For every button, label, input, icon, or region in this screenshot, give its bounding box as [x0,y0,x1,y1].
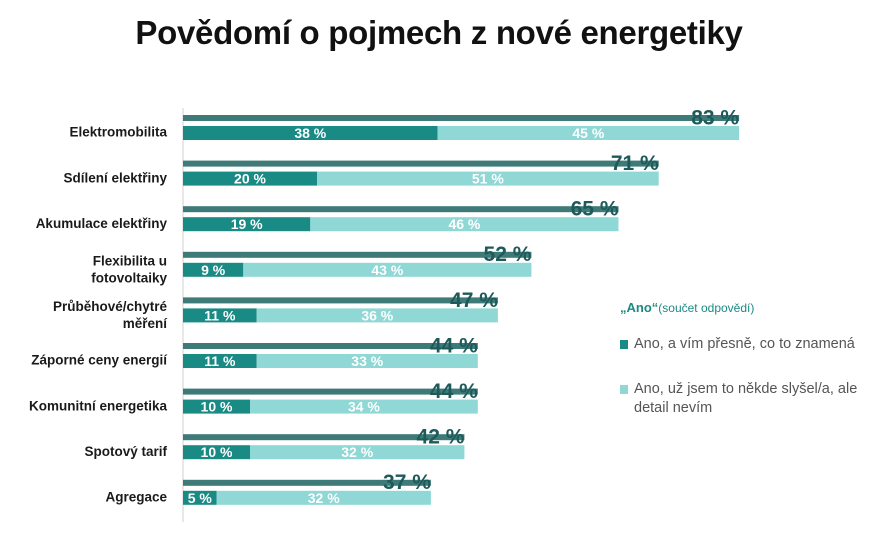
category-label: Průběhové/chytré měření [53,299,168,331]
legend-item-precise: Ano, a vím přesně, co to znamená [620,335,870,354]
total-label: 44 % [430,334,478,357]
bar-segment-precise [183,217,311,232]
bar-segment-heard [317,171,659,186]
legend-swatch-heard [620,385,628,394]
legend-swatch-precise [620,340,628,349]
legend-title: „Ano“(součet odpovědí) [620,300,870,315]
bar-segment-heard [256,308,498,323]
category-label: Agregace [105,490,167,505]
bar-segment-precise [183,490,217,505]
bar-label-heard: 32 % [341,444,373,460]
legend: „Ano“(součet odpovědí) Ano, a vím přesně… [620,300,870,444]
total-bar [183,388,478,395]
total-label: 71 % [611,152,659,175]
total-label: 83 % [691,106,739,129]
bar-label-heard: 43 % [371,262,403,278]
bar-segment-precise [183,171,317,186]
bar-label-precise: 19 % [231,216,263,232]
legend-label-heard: Ano, už jsem to někde slyšel/a, ale deta… [634,381,858,416]
bar-label-heard: 36 % [361,307,393,323]
category-label: Akumulace elektřiny [36,216,168,231]
bar-label-heard: 33 % [351,353,383,369]
total-label: 44 % [430,380,478,403]
bar-label-heard: 51 % [472,171,504,187]
bar-label-precise: 20 % [234,171,266,187]
total-bar [183,343,478,349]
bar-segment-heard [256,354,478,368]
legend-label-precise: Ano, a vím přesně, co to znamená [634,336,855,352]
category-label: Flexibilita u fotovoltaiky [91,253,167,285]
total-bar [183,115,740,121]
category-label: Elektromobilita [69,125,167,140]
bar-label-precise: 10 % [201,444,233,460]
total-bar [183,434,465,441]
bar-label-precise: 11 % [204,307,236,323]
total-bar [183,160,659,167]
bar-label-precise: 5 % [188,490,213,506]
chart-title: Povědomí o pojmech z nové energetiky [135,14,743,51]
total-label: 37 % [383,471,431,494]
legend-title-sub: (součet odpovědí) [658,301,755,315]
bar-segment-precise [183,354,257,368]
bar-label-heard: 45 % [572,125,604,141]
bar-segment-precise [183,445,250,460]
total-label: 42 % [417,426,465,449]
bar-segment-precise [183,399,250,414]
total-label: 65 % [571,198,619,221]
bar-segment-precise [183,308,257,323]
bar-label-heard: 34 % [348,399,380,415]
bar-segment-precise [183,262,244,277]
bar-segment-heard [250,399,478,414]
bar-label-precise: 11 % [204,353,236,369]
total-label: 47 % [450,289,498,312]
bar-label-precise: 38 % [294,125,326,141]
total-bar [183,206,619,213]
category-label: Sdílení elektřiny [63,170,167,185]
bar-label-heard: 46 % [448,216,480,232]
bar-label-heard: 32 % [308,490,340,506]
bar-segment-heard [216,490,431,505]
total-bar [183,251,532,258]
total-label: 52 % [484,243,532,266]
total-bar [183,297,498,304]
bar-segment-heard [250,445,465,460]
bar-segment-precise [183,126,438,140]
bar-segment-heard [437,126,740,140]
legend-title-bold: „Ano“ [620,300,659,315]
category-label: Spotový tarif [84,444,167,459]
category-label: Záporné ceny energií [31,353,168,368]
bar-label-precise: 10 % [201,399,233,415]
legend-item-heard: Ano, už jsem to někde slyšel/a, ale deta… [620,380,870,418]
bar-segment-heard [310,217,619,232]
bar-segment-heard [243,262,532,277]
category-label: Komunitní energetika [29,398,168,413]
total-bar [183,479,431,486]
bar-label-precise: 9 % [201,262,226,278]
